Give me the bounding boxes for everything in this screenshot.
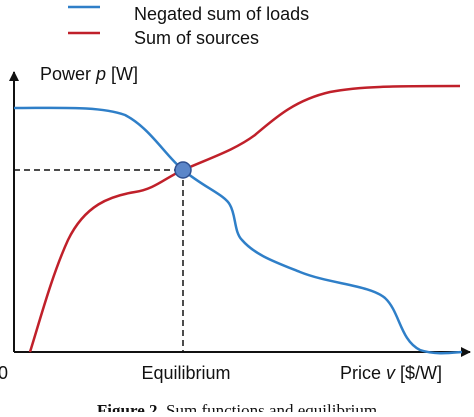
legend-label: Sum of sources (134, 28, 259, 48)
caption: Figure 2. Sum functions and equilibrium (97, 401, 377, 412)
origin-label: 0 (0, 363, 8, 383)
label-part: Power (40, 64, 96, 84)
caption-label: Figure 2. (97, 401, 162, 412)
label-part: Price (340, 363, 386, 383)
equilibrium-point (174, 161, 192, 179)
caption-text: Sum functions and equilibrium (162, 401, 377, 412)
label-part: [$/W] (395, 363, 442, 383)
legend-label: Negated sum of loads (134, 4, 309, 24)
loads-curve (13, 106, 463, 355)
x-axis-label: Price v [$/W] (340, 363, 442, 383)
label-var: v (386, 363, 396, 383)
label-part: [W] (106, 64, 138, 84)
label-var: p (95, 64, 106, 84)
equilibrium-label: Equilibrium (141, 363, 230, 383)
y-axis-label: Power p [W] (40, 64, 138, 84)
